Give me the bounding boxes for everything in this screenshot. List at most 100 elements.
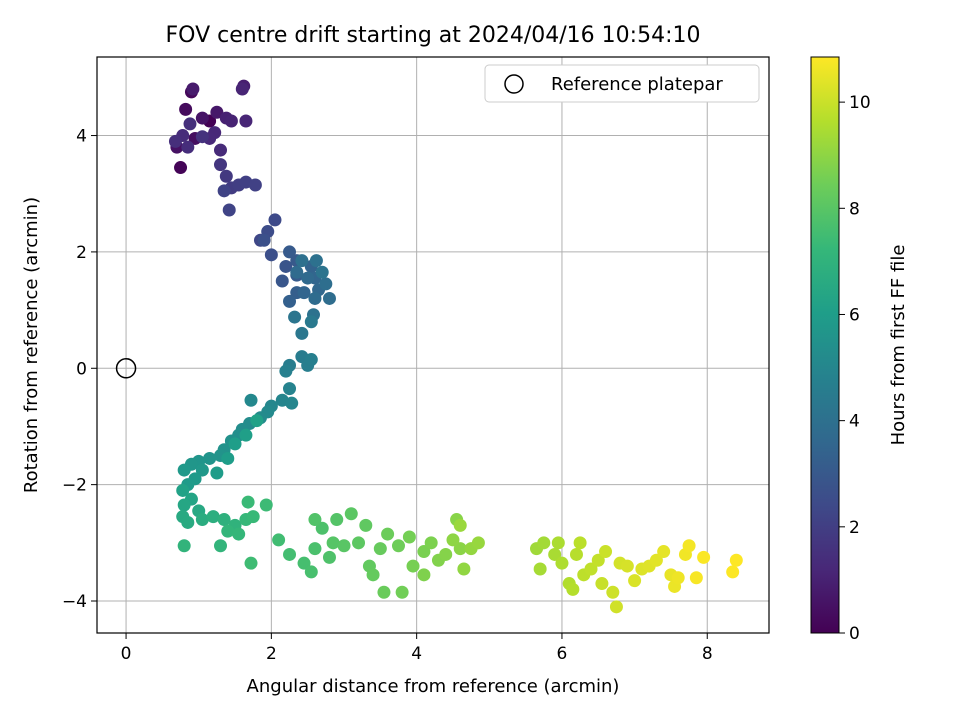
data-point — [628, 574, 642, 588]
data-point — [177, 539, 191, 553]
data-point — [186, 82, 200, 96]
data-point — [179, 102, 193, 116]
data-point — [203, 451, 217, 465]
data-point — [177, 498, 191, 512]
colorbar-tick-label: 6 — [849, 305, 860, 325]
data-point — [599, 545, 613, 559]
y-tick-label: 4 — [76, 127, 87, 147]
data-point — [471, 536, 485, 550]
data-point — [248, 178, 262, 192]
data-point — [304, 353, 318, 367]
data-point — [246, 510, 260, 524]
data-point — [239, 428, 253, 442]
data-point — [566, 582, 580, 596]
data-point — [244, 556, 258, 570]
data-point — [257, 233, 271, 247]
y-tick-label: 2 — [76, 243, 87, 263]
data-point — [697, 550, 711, 564]
data-point — [210, 466, 224, 480]
colorbar-tick-label: 2 — [849, 518, 860, 538]
data-point — [439, 547, 453, 561]
data-point — [285, 396, 299, 410]
data-point — [295, 254, 309, 268]
data-point — [551, 536, 565, 550]
chart-title: FOV centre drift starting at 2024/04/16 … — [166, 23, 701, 48]
colorbar-ticks: 0 2 4 6 8 10 — [839, 93, 871, 644]
x-ticks: 0 2 4 6 8 — [121, 633, 713, 664]
legend-label: Reference platepar — [551, 74, 723, 95]
data-point — [573, 536, 587, 550]
data-point — [689, 571, 703, 585]
data-point — [729, 553, 743, 567]
data-point — [279, 364, 293, 378]
data-point — [221, 524, 235, 538]
data-point — [217, 184, 231, 198]
reference-marker — [115, 358, 137, 379]
data-point — [244, 393, 258, 407]
data-point — [326, 536, 340, 550]
data-point — [210, 105, 224, 119]
data-point — [337, 539, 351, 553]
data-point — [268, 213, 282, 227]
data-point — [206, 510, 220, 524]
data-point — [537, 536, 551, 550]
data-point — [297, 556, 311, 570]
data-point — [391, 539, 405, 553]
data-point — [381, 527, 395, 541]
x-tick-label: 0 — [121, 644, 132, 664]
data-point — [224, 114, 238, 128]
data-point — [726, 565, 740, 579]
data-point — [181, 140, 195, 154]
data-point — [308, 513, 322, 527]
data-point — [620, 559, 634, 573]
plot-frame — [96, 56, 770, 634]
data-point — [373, 542, 387, 556]
data-point — [214, 143, 228, 157]
data-point — [304, 565, 318, 579]
data-point — [232, 527, 246, 541]
data-point — [279, 259, 293, 273]
data-point — [548, 547, 562, 561]
data-point — [272, 533, 286, 547]
data-point — [219, 169, 233, 183]
data-point — [301, 271, 315, 285]
y-tick-label: −4 — [62, 592, 87, 612]
data-point — [322, 291, 336, 305]
data-point — [330, 513, 344, 527]
data-point — [297, 286, 311, 300]
data-point — [283, 382, 297, 396]
colorbar-label: Hours from first FF file — [888, 245, 909, 446]
data-point — [322, 550, 336, 564]
data-point — [453, 518, 467, 532]
data-point — [595, 577, 609, 591]
legend-marker-icon — [504, 74, 524, 94]
x-axis-label: Angular distance from reference (arcmin) — [247, 676, 620, 697]
legend: Reference platepar — [484, 64, 760, 103]
data-point — [309, 254, 323, 268]
data-point — [682, 539, 696, 553]
data-point — [352, 536, 366, 550]
data-point — [181, 515, 195, 529]
data-point — [177, 463, 191, 477]
scatter-points — [168, 79, 743, 614]
data-point — [649, 553, 663, 567]
data-point — [406, 559, 420, 573]
data-point — [183, 117, 197, 131]
data-point — [569, 547, 583, 561]
legend-box — [484, 64, 760, 103]
data-point — [417, 568, 431, 582]
data-point — [168, 134, 182, 148]
colorbar-tick-label: 10 — [849, 93, 871, 113]
data-point — [446, 533, 460, 547]
data-point — [283, 245, 297, 259]
data-point — [259, 498, 273, 512]
x-tick-label: 2 — [266, 644, 277, 664]
data-point — [308, 542, 322, 556]
data-point — [195, 130, 209, 144]
data-point — [222, 203, 236, 217]
data-point — [214, 158, 228, 172]
data-point — [174, 161, 188, 175]
grid-lines — [97, 57, 769, 633]
data-point — [304, 315, 318, 329]
